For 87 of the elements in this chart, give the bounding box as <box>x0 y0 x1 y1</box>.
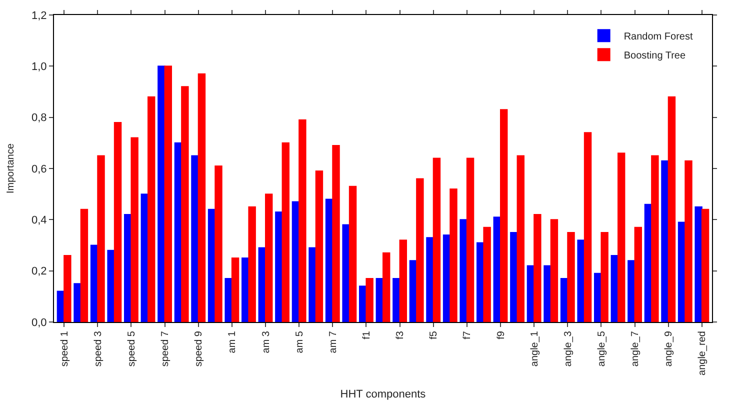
bar <box>628 260 636 322</box>
y-tick-label: 0,0 <box>32 316 47 329</box>
bar <box>342 224 350 322</box>
x-tick-label: am 5 <box>294 330 306 354</box>
bar <box>634 226 642 322</box>
x-tick-label: f9 <box>496 330 507 340</box>
bar <box>130 137 138 322</box>
bar <box>158 66 166 322</box>
x-tick-label: am 7 <box>328 330 339 354</box>
x-tick-label: angle_red <box>697 331 708 376</box>
bar <box>483 226 491 322</box>
x-tick-label: speed 3 <box>92 330 104 367</box>
y-axis-title: Importance <box>6 143 17 194</box>
bar <box>694 206 702 322</box>
bar <box>224 278 232 322</box>
bar <box>567 232 575 322</box>
bar <box>577 240 585 322</box>
bar <box>432 158 441 322</box>
x-tick-label: angle_7 <box>630 330 642 367</box>
legend-label: Random Forest <box>624 32 693 43</box>
bar <box>148 96 156 322</box>
y-tick-label: 0,2 <box>32 266 47 278</box>
bar <box>275 211 283 322</box>
x-tick-label: f1 <box>361 330 372 340</box>
x-tick-label: f5 <box>428 330 440 340</box>
bar <box>164 66 172 322</box>
bar <box>298 119 306 322</box>
bar <box>668 96 676 322</box>
bar <box>366 278 374 322</box>
bar <box>544 265 552 322</box>
bar <box>382 252 390 322</box>
x-tick-label: f3 <box>395 330 406 340</box>
bar <box>282 142 290 322</box>
bar <box>460 219 468 322</box>
bar <box>97 155 105 322</box>
bar <box>500 109 508 322</box>
bar <box>64 254 72 322</box>
bar <box>651 155 659 322</box>
bar <box>399 240 407 322</box>
x-axis-title: HHT components <box>340 388 426 401</box>
x-tick-label: am 1 <box>227 330 238 354</box>
bar <box>214 165 222 322</box>
bar <box>181 86 189 322</box>
x-tick-label: angle_9 <box>664 330 675 367</box>
x-tick-label: speed 9 <box>194 330 205 367</box>
bar <box>450 188 458 322</box>
y-tick-label: 0,8 <box>32 112 47 124</box>
bar <box>315 170 324 322</box>
x-tick-label: am 3 <box>260 330 272 354</box>
bar <box>80 208 88 322</box>
bar <box>661 160 669 322</box>
x-tick-label: angle_1 <box>529 330 540 367</box>
x-tick-label: f7 <box>462 330 474 340</box>
bar <box>701 208 710 322</box>
bar <box>198 73 206 322</box>
bar <box>308 247 316 322</box>
bar <box>107 250 115 322</box>
bar <box>114 122 122 322</box>
bar <box>584 132 592 322</box>
bar <box>684 160 692 322</box>
bar <box>516 155 524 322</box>
x-tick-label: speed 1 <box>59 330 70 367</box>
bar <box>426 237 434 322</box>
y-tick-label: 1,2 <box>32 10 47 22</box>
bar <box>618 152 626 322</box>
bar <box>510 232 518 322</box>
bar <box>550 219 558 322</box>
bar <box>534 214 542 322</box>
y-tick-label: 1,0 <box>32 61 47 74</box>
x-tick-label: speed 5 <box>126 330 138 367</box>
x-tick-label: speed 7 <box>160 330 172 367</box>
x-tick-label: angle_3 <box>562 330 574 367</box>
bar <box>466 158 474 322</box>
bar <box>74 283 82 322</box>
bar <box>191 155 199 322</box>
legend-label: Boosting Tree <box>624 50 686 62</box>
bar <box>248 206 256 322</box>
bar <box>265 194 273 322</box>
x-tick-label: angle_5 <box>596 330 608 367</box>
bar <box>600 232 608 322</box>
bar <box>348 186 357 322</box>
bar <box>416 178 424 322</box>
bar <box>392 278 400 322</box>
bar <box>332 144 340 322</box>
y-tick-label: 0,6 <box>32 163 47 176</box>
bar <box>231 258 240 322</box>
y-tick-label: 0,4 <box>32 214 47 227</box>
